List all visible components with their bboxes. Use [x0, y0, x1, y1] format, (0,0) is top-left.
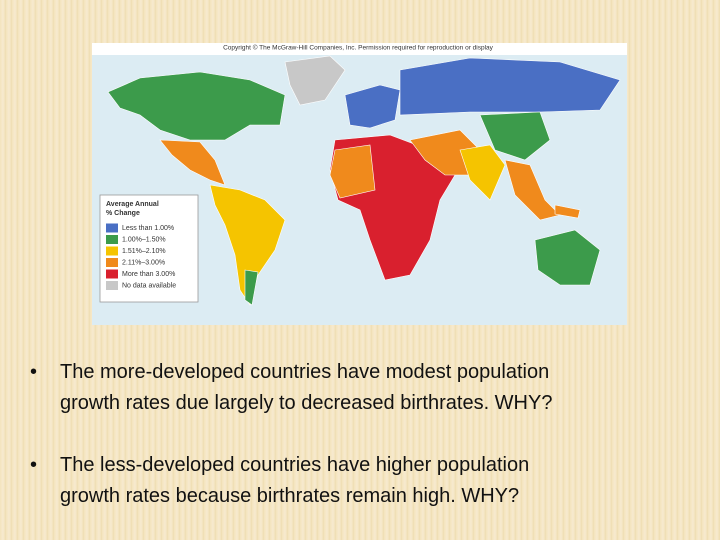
legend-swatch: [106, 246, 118, 256]
legend: Average Annual % Change Less than 1.00% 1.0…: [106, 201, 176, 290]
bullet-text: growth rates because birthrates remain h…: [60, 485, 520, 507]
bullet: • The less-developed countries have highe…: [30, 450, 529, 512]
legend-swatch: [106, 258, 118, 267]
legend-label: 2.11%–3.00%: [122, 259, 165, 266]
legend-label: Less than 1.00%: [122, 225, 174, 232]
bullet-text: growth rates due largely to decreased bi…: [60, 392, 553, 414]
legend-label: More than 3.00%: [122, 271, 175, 278]
copyright: Copyright © The McGraw-Hill Companies, I…: [223, 44, 494, 52]
legend-swatch: [106, 269, 118, 279]
bullet-dot: •: [30, 454, 38, 476]
legend-title: Average Annual: [106, 201, 159, 208]
bullet: • The more-developed countries have modes…: [30, 357, 552, 419]
land: [107, 55, 621, 306]
legend-label: No data available: [122, 282, 176, 289]
bullet-text: The more-developed countries have modest…: [60, 361, 550, 383]
legend-label: 1.51%–2.10%: [122, 248, 166, 255]
legend-swatch: [106, 223, 118, 233]
bullet-text: The less-developed countries have higher…: [60, 454, 530, 476]
map-figure: Copyright © The McGraw-Hill Companies, I…: [92, 43, 627, 325]
legend-label: 1.00%–1.50%: [122, 236, 166, 243]
legend-swatch: [106, 281, 118, 290]
bullet-dot: •: [30, 361, 38, 383]
legend-swatch: [106, 235, 118, 244]
legend-title: % Change: [106, 210, 140, 217]
